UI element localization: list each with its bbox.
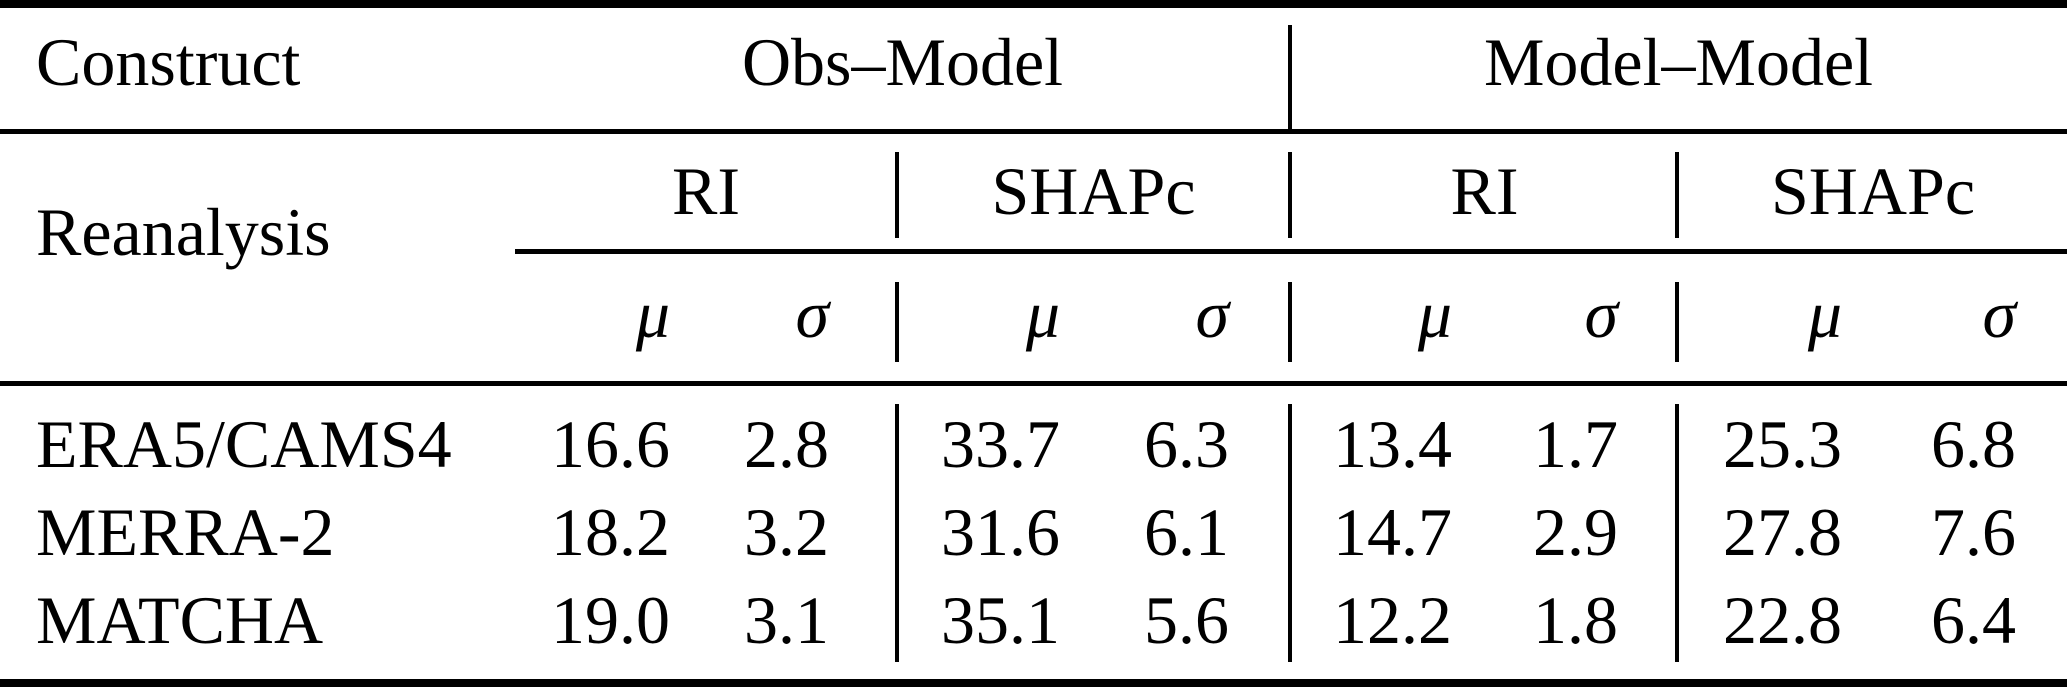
subgroup-header-shapc-model: SHAPc bbox=[1770, 153, 1976, 229]
cell-value: 22.8 bbox=[1723, 582, 1842, 658]
stat-header-mu-shapc-obs: μ bbox=[1025, 276, 1060, 352]
cell-value: 13.4 bbox=[1333, 406, 1452, 482]
cell-value: 1.7 bbox=[1533, 406, 1618, 482]
cell-value: 7.6 bbox=[1931, 494, 2016, 570]
stat-header-sigma-shapc-obs: σ bbox=[1195, 276, 1229, 352]
vrule-model-ri-shapc-row2 bbox=[1675, 152, 1679, 238]
stat-header-sigma-ri-model: σ bbox=[1584, 276, 1618, 352]
body-rule bbox=[0, 381, 2067, 386]
vrule-groups-row2 bbox=[1288, 152, 1292, 238]
vrule-groups-row3 bbox=[1288, 282, 1292, 362]
cmidrule bbox=[515, 249, 2067, 254]
cell-value: 5.6 bbox=[1144, 582, 1229, 658]
vrule-groups-row1 bbox=[1288, 25, 1292, 129]
stat-header-mu-shapc-model: μ bbox=[1807, 276, 1842, 352]
vrule-model-ri-shapc-body bbox=[1675, 404, 1679, 662]
header-rule bbox=[0, 129, 2067, 134]
row-label: MERRA-2 bbox=[36, 494, 335, 570]
stat-header-mu-ri-model: μ bbox=[1417, 276, 1452, 352]
group-header-obs-model: Obs–Model bbox=[741, 24, 1064, 100]
stat-header-mu-ri-obs: μ bbox=[635, 276, 670, 352]
cell-value: 3.1 bbox=[744, 582, 829, 658]
cell-value: 6.1 bbox=[1144, 494, 1229, 570]
cell-value: 12.2 bbox=[1333, 582, 1452, 658]
cell-value: 6.4 bbox=[1931, 582, 2016, 658]
bottom-rule bbox=[0, 679, 2067, 687]
vrule-model-ri-shapc-row3 bbox=[1675, 282, 1679, 362]
vrule-obs-ri-shapc-row2 bbox=[895, 152, 899, 238]
top-rule bbox=[0, 0, 2067, 8]
vrule-groups-body bbox=[1288, 404, 1292, 662]
cell-value: 2.9 bbox=[1533, 494, 1618, 570]
cell-value: 3.2 bbox=[744, 494, 829, 570]
cell-value: 6.3 bbox=[1144, 406, 1229, 482]
cell-value: 6.8 bbox=[1931, 406, 2016, 482]
cell-value: 31.6 bbox=[941, 494, 1060, 570]
cell-value: 1.8 bbox=[1533, 582, 1618, 658]
cell-value: 33.7 bbox=[941, 406, 1060, 482]
corner-label-construct: Construct bbox=[36, 24, 301, 100]
cell-value: 2.8 bbox=[744, 406, 829, 482]
cell-value: 18.2 bbox=[551, 494, 670, 570]
group-header-model-model: Model–Model bbox=[1483, 24, 1874, 100]
vrule-obs-ri-shapc-row3 bbox=[895, 282, 899, 362]
subgroup-header-shapc-obs: SHAPc bbox=[991, 153, 1196, 229]
cell-value: 35.1 bbox=[941, 582, 1060, 658]
vrule-obs-ri-shapc-body bbox=[895, 404, 899, 662]
row-label: MATCHA bbox=[36, 582, 324, 658]
corner-label-reanalysis: Reanalysis bbox=[36, 194, 331, 270]
stat-header-sigma-ri-obs: σ bbox=[795, 276, 829, 352]
stat-header-sigma-shapc-model: σ bbox=[1982, 276, 2016, 352]
cell-value: 27.8 bbox=[1723, 494, 1842, 570]
cell-value: 16.6 bbox=[551, 406, 670, 482]
cell-value: 25.3 bbox=[1723, 406, 1842, 482]
row-label: ERA5/CAMS4 bbox=[36, 406, 452, 482]
subgroup-header-ri-obs: RI bbox=[672, 153, 740, 229]
subgroup-header-ri-model: RI bbox=[1450, 153, 1519, 229]
cell-value: 14.7 bbox=[1333, 494, 1452, 570]
cell-value: 19.0 bbox=[551, 582, 670, 658]
